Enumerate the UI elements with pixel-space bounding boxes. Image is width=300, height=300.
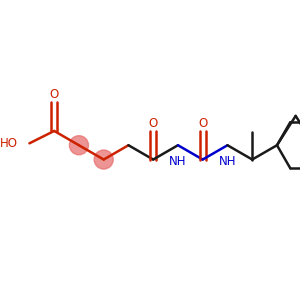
Text: NH: NH	[219, 155, 236, 168]
Text: O: O	[50, 88, 59, 101]
Text: O: O	[148, 117, 158, 130]
Circle shape	[69, 136, 88, 155]
Text: O: O	[198, 117, 207, 130]
Circle shape	[94, 150, 113, 169]
Text: NH: NH	[169, 155, 187, 168]
Text: HO: HO	[0, 137, 18, 150]
